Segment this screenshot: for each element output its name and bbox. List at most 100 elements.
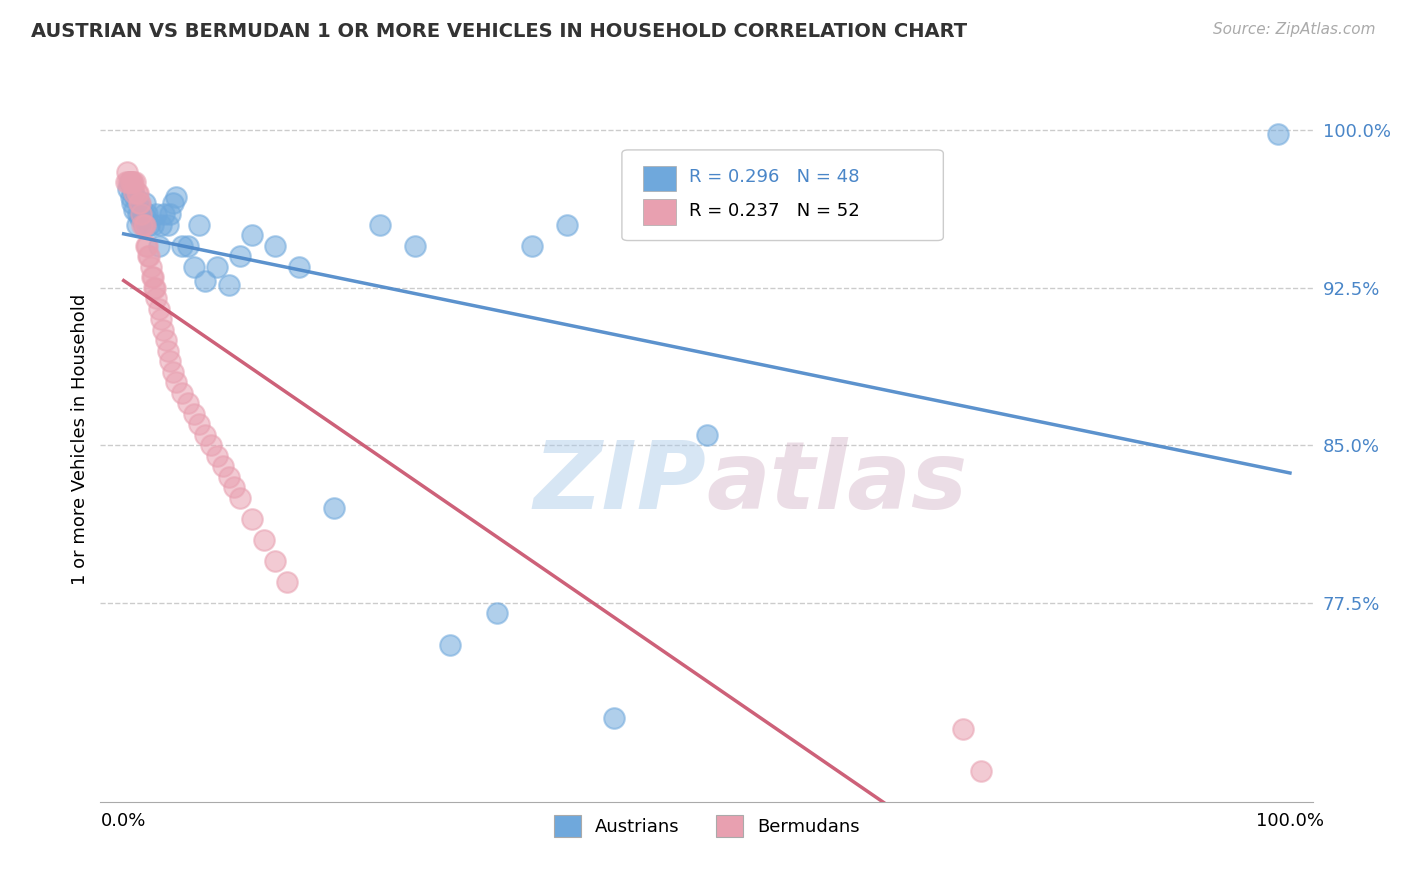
Point bbox=[404, 238, 426, 252]
Point bbox=[156, 343, 179, 358]
Point bbox=[696, 427, 718, 442]
Point bbox=[131, 218, 153, 232]
Point bbox=[170, 238, 193, 252]
Point bbox=[129, 207, 152, 221]
Point bbox=[135, 211, 157, 226]
Point bbox=[141, 270, 163, 285]
Point bbox=[177, 238, 200, 252]
Point bbox=[121, 196, 143, 211]
Point bbox=[138, 218, 160, 232]
Point bbox=[122, 186, 145, 200]
Point bbox=[264, 554, 287, 568]
Point bbox=[128, 196, 150, 211]
Point bbox=[120, 190, 142, 204]
Point bbox=[177, 396, 200, 410]
Point bbox=[218, 278, 240, 293]
Point bbox=[218, 469, 240, 483]
Point bbox=[131, 202, 153, 217]
Point bbox=[194, 427, 217, 442]
Point bbox=[368, 218, 391, 232]
Point bbox=[115, 165, 138, 179]
Point bbox=[952, 722, 974, 736]
Point bbox=[136, 207, 159, 221]
Point bbox=[127, 186, 149, 200]
Point bbox=[602, 711, 624, 725]
Point bbox=[159, 354, 181, 368]
Point bbox=[229, 491, 252, 505]
Point bbox=[322, 501, 344, 516]
Point bbox=[135, 238, 157, 252]
FancyBboxPatch shape bbox=[621, 150, 943, 241]
Point bbox=[142, 218, 165, 232]
Point bbox=[121, 176, 143, 190]
Point bbox=[439, 638, 461, 652]
Point bbox=[118, 176, 141, 190]
Bar bbox=[643, 199, 676, 225]
Point bbox=[153, 207, 176, 221]
Point bbox=[183, 407, 205, 421]
Point bbox=[136, 238, 159, 252]
Point bbox=[240, 511, 263, 525]
Point bbox=[117, 182, 139, 196]
Text: atlas: atlas bbox=[707, 437, 969, 529]
Point bbox=[264, 238, 287, 252]
Text: ZIP: ZIP bbox=[534, 437, 707, 529]
Point bbox=[145, 207, 167, 221]
Point bbox=[129, 211, 152, 226]
Point bbox=[134, 218, 156, 232]
Text: Source: ZipAtlas.com: Source: ZipAtlas.com bbox=[1212, 22, 1375, 37]
Point bbox=[122, 186, 145, 200]
Point bbox=[240, 227, 263, 242]
Point bbox=[150, 218, 173, 232]
Point bbox=[162, 365, 184, 379]
Bar bbox=[643, 166, 676, 191]
Text: AUSTRIAN VS BERMUDAN 1 OR MORE VEHICLES IN HOUSEHOLD CORRELATION CHART: AUSTRIAN VS BERMUDAN 1 OR MORE VEHICLES … bbox=[31, 22, 967, 41]
Point bbox=[170, 385, 193, 400]
Point bbox=[253, 533, 276, 547]
Point bbox=[132, 218, 155, 232]
Point bbox=[127, 207, 149, 221]
Point bbox=[143, 280, 166, 294]
Point bbox=[555, 218, 578, 232]
Y-axis label: 1 or more Vehicles in Household: 1 or more Vehicles in Household bbox=[72, 294, 89, 585]
Point bbox=[211, 459, 233, 474]
Point bbox=[145, 291, 167, 305]
Point bbox=[287, 260, 309, 274]
Point bbox=[117, 176, 139, 190]
Point bbox=[194, 274, 217, 288]
Point bbox=[276, 574, 298, 589]
Point bbox=[205, 260, 228, 274]
Point bbox=[120, 176, 142, 190]
Point bbox=[485, 606, 508, 620]
Point bbox=[138, 249, 160, 263]
Point bbox=[188, 218, 211, 232]
Point bbox=[152, 322, 174, 336]
Point bbox=[134, 196, 156, 211]
Point bbox=[162, 196, 184, 211]
Legend: Austrians, Bermudans: Austrians, Bermudans bbox=[547, 807, 868, 844]
Point bbox=[183, 260, 205, 274]
Text: R = 0.296   N = 48: R = 0.296 N = 48 bbox=[689, 169, 859, 186]
Point bbox=[122, 176, 145, 190]
Point bbox=[188, 417, 211, 431]
Point bbox=[122, 202, 145, 217]
Point bbox=[142, 270, 165, 285]
Point bbox=[520, 238, 543, 252]
Point bbox=[125, 186, 148, 200]
Point bbox=[970, 764, 993, 778]
Point bbox=[115, 176, 138, 190]
Point bbox=[165, 375, 187, 389]
Point bbox=[125, 218, 148, 232]
Point bbox=[150, 312, 173, 326]
Point bbox=[165, 190, 187, 204]
Text: R = 0.237   N = 52: R = 0.237 N = 52 bbox=[689, 202, 859, 219]
Point bbox=[148, 238, 170, 252]
Point bbox=[118, 176, 141, 190]
Point bbox=[124, 176, 146, 190]
Point bbox=[205, 449, 228, 463]
Point bbox=[132, 218, 155, 232]
Point bbox=[229, 249, 252, 263]
Point bbox=[224, 480, 246, 494]
Point bbox=[200, 438, 222, 452]
Point bbox=[136, 249, 159, 263]
